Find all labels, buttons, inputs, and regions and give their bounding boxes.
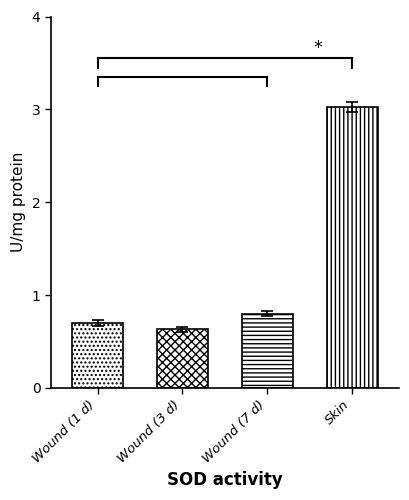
Bar [241,314,292,388]
Text: *: * [313,38,322,56]
Y-axis label: U/mg protein: U/mg protein [11,152,26,252]
X-axis label: SOD activity: SOD activity [166,471,282,489]
Bar [157,330,207,388]
Bar [326,106,377,388]
Bar [72,323,123,388]
